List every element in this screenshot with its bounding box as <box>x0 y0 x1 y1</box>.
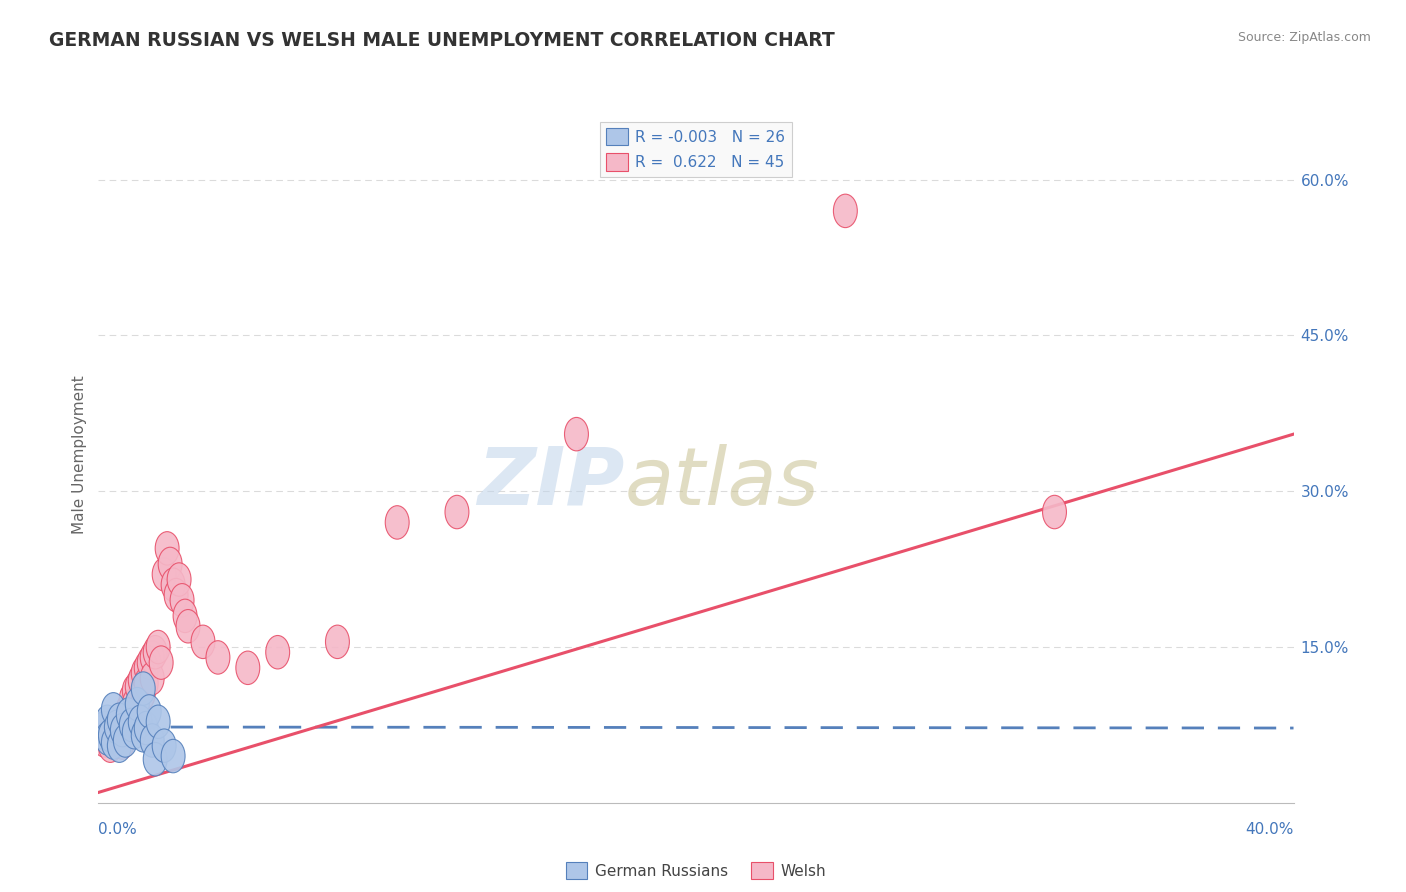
Ellipse shape <box>565 417 589 450</box>
Ellipse shape <box>96 719 120 752</box>
Ellipse shape <box>131 719 155 752</box>
Ellipse shape <box>165 578 188 612</box>
Ellipse shape <box>146 705 170 739</box>
Ellipse shape <box>1043 495 1067 529</box>
Ellipse shape <box>90 715 114 749</box>
Ellipse shape <box>141 723 165 757</box>
Ellipse shape <box>170 583 194 617</box>
Ellipse shape <box>101 714 125 747</box>
Ellipse shape <box>162 568 186 601</box>
Ellipse shape <box>122 715 146 749</box>
Ellipse shape <box>111 715 135 749</box>
Text: 40.0%: 40.0% <box>1246 822 1294 837</box>
Ellipse shape <box>98 729 122 763</box>
Ellipse shape <box>98 719 122 752</box>
Ellipse shape <box>149 646 173 680</box>
Ellipse shape <box>104 721 128 754</box>
Y-axis label: Male Unemployment: Male Unemployment <box>72 376 87 534</box>
Ellipse shape <box>385 506 409 539</box>
Ellipse shape <box>326 625 350 658</box>
Ellipse shape <box>143 635 167 669</box>
Ellipse shape <box>111 726 135 759</box>
Ellipse shape <box>101 692 125 726</box>
Ellipse shape <box>141 640 165 674</box>
Ellipse shape <box>96 722 120 756</box>
Ellipse shape <box>125 688 149 721</box>
Ellipse shape <box>107 708 131 741</box>
Ellipse shape <box>131 657 155 690</box>
Ellipse shape <box>122 674 146 707</box>
Ellipse shape <box>120 708 143 741</box>
Ellipse shape <box>135 651 159 684</box>
Text: ZIP: ZIP <box>477 443 624 522</box>
Ellipse shape <box>93 723 117 757</box>
Ellipse shape <box>107 703 131 737</box>
Ellipse shape <box>141 662 165 695</box>
Ellipse shape <box>191 625 215 658</box>
Ellipse shape <box>207 640 231 674</box>
Ellipse shape <box>146 631 170 664</box>
Ellipse shape <box>131 677 155 711</box>
Ellipse shape <box>138 695 162 728</box>
Ellipse shape <box>101 726 125 759</box>
Ellipse shape <box>167 563 191 596</box>
Ellipse shape <box>152 729 176 763</box>
Text: 0.0%: 0.0% <box>98 822 138 837</box>
Text: GERMAN RUSSIAN VS WELSH MALE UNEMPLOYMENT CORRELATION CHART: GERMAN RUSSIAN VS WELSH MALE UNEMPLOYMEN… <box>49 31 835 50</box>
Ellipse shape <box>176 609 200 643</box>
Ellipse shape <box>135 666 159 700</box>
Ellipse shape <box>128 705 152 739</box>
Ellipse shape <box>155 532 179 566</box>
Ellipse shape <box>236 651 260 684</box>
Ellipse shape <box>162 739 186 772</box>
Ellipse shape <box>107 729 131 763</box>
Ellipse shape <box>117 698 141 731</box>
Ellipse shape <box>128 664 152 697</box>
Ellipse shape <box>104 710 128 744</box>
Ellipse shape <box>143 742 167 776</box>
Ellipse shape <box>122 688 146 721</box>
Ellipse shape <box>117 711 141 745</box>
Ellipse shape <box>117 692 141 726</box>
Ellipse shape <box>266 635 290 669</box>
Ellipse shape <box>114 703 138 737</box>
Ellipse shape <box>114 723 138 757</box>
Ellipse shape <box>834 194 858 227</box>
Ellipse shape <box>135 711 159 745</box>
Ellipse shape <box>125 670 149 703</box>
Text: atlas: atlas <box>624 443 820 522</box>
Text: Source: ZipAtlas.com: Source: ZipAtlas.com <box>1237 31 1371 45</box>
Ellipse shape <box>152 558 176 591</box>
Ellipse shape <box>93 711 117 745</box>
Ellipse shape <box>173 599 197 632</box>
Ellipse shape <box>138 646 162 680</box>
Ellipse shape <box>120 682 143 715</box>
Ellipse shape <box>131 672 155 706</box>
Legend: R = -0.003   N = 26, R =  0.622   N = 45: R = -0.003 N = 26, R = 0.622 N = 45 <box>600 121 792 177</box>
Ellipse shape <box>111 714 135 747</box>
Ellipse shape <box>96 705 120 739</box>
Ellipse shape <box>159 547 183 581</box>
Ellipse shape <box>444 495 470 529</box>
